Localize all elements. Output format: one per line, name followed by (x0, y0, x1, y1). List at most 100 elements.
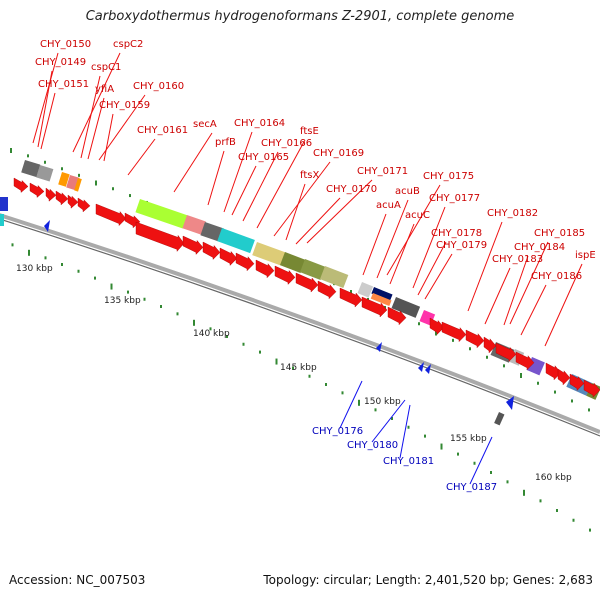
leader-line (467, 221, 503, 312)
leader-line (37, 70, 53, 148)
gc-tick (537, 381, 539, 385)
gene-label[interactable]: acuA (376, 200, 401, 211)
gc-tick (27, 154, 29, 158)
gene-label[interactable]: CHY_0184 (514, 242, 565, 253)
cds-arrow (67, 194, 79, 209)
cds-arrow (339, 287, 363, 308)
cds-arrow (569, 373, 585, 391)
leader-line (285, 183, 306, 241)
gene-label[interactable]: ispE (575, 250, 596, 261)
leader-line (339, 380, 363, 429)
gene-label[interactable]: CHY_0179 (436, 240, 487, 251)
gene-label[interactable]: prfB (215, 137, 236, 148)
scale-label: 145 kbp (280, 363, 317, 373)
gc-tick (226, 335, 228, 338)
reverse-cds-marker (44, 220, 50, 232)
gc-tick (28, 249, 30, 256)
gc-tick (350, 290, 352, 295)
gc-tick (554, 390, 556, 394)
gc-tick (589, 528, 591, 532)
cog-block (279, 252, 306, 273)
gene-label[interactable]: acuC (405, 210, 430, 221)
gene-label[interactable]: CHY_0160 (133, 81, 184, 92)
leader-line (207, 150, 225, 206)
cds-arrow (55, 190, 69, 206)
gene-label[interactable]: ftsX (300, 170, 319, 181)
gc-tick (523, 489, 525, 496)
gene-label[interactable]: CHY_0183 (492, 254, 543, 265)
gene-label[interactable]: CHY_0159 (99, 100, 150, 111)
gene-label[interactable]: CHY_0178 (431, 228, 482, 239)
gene-label[interactable]: CHY_0165 (238, 152, 289, 163)
gene-label[interactable]: CHY_0187 (446, 482, 497, 493)
leader-line (503, 255, 529, 326)
leader-line (223, 131, 253, 213)
leader-line (173, 132, 213, 193)
cog-block (371, 287, 393, 301)
gene-label[interactable]: CHY_0166 (261, 138, 312, 149)
gc-tick (452, 338, 454, 342)
cds-arrow (13, 177, 29, 193)
leader-line (80, 75, 101, 159)
gene-label[interactable]: CHY_0151 (38, 79, 89, 90)
gene-label[interactable]: CHY_0164 (234, 118, 285, 129)
cog-block (0, 214, 4, 226)
gene-label[interactable]: CHY_0175 (423, 171, 474, 182)
gene-label[interactable]: CHY_0161 (137, 125, 188, 136)
cds-arrow (583, 379, 600, 398)
gc-tick (556, 509, 558, 512)
cog-block (74, 177, 82, 192)
leader-line (386, 184, 441, 276)
cds-arrow (515, 351, 535, 371)
leader-line (469, 436, 493, 485)
gene-label[interactable]: CHY_0185 (534, 228, 585, 239)
cog-block (0, 197, 8, 211)
gc-tick (503, 364, 505, 368)
leader-line (362, 213, 387, 276)
cds-arrow (557, 368, 571, 386)
gene-label[interactable]: CHY_0176 (312, 426, 363, 437)
scale-labels: 130 kbp 135 kbp 140 kbp 145 kbp 150 kbp 155 k… (16, 264, 572, 483)
gene-label[interactable]: cspC2 (113, 39, 143, 50)
leader-line (273, 161, 331, 237)
gene-label[interactable]: CHY_0170 (326, 184, 377, 195)
cds-arrow (45, 187, 57, 202)
cds-arrow (545, 362, 562, 381)
gene-label[interactable]: CHY_0180 (347, 440, 398, 451)
gene-label[interactable]: CHY_0150 (40, 39, 91, 50)
gene-label[interactable]: CHY_0181 (383, 456, 434, 467)
gc-tick (308, 374, 311, 378)
gene-label[interactable]: ftsE (300, 126, 319, 137)
leader-line (399, 404, 411, 459)
cds-arrow (202, 241, 221, 260)
leader-line (389, 223, 415, 285)
gc-tick (77, 269, 80, 273)
gene-label[interactable]: CHY_0182 (487, 208, 538, 219)
leader-line (417, 241, 447, 296)
gene-label[interactable]: CHY_0149 (35, 57, 86, 68)
gene-label[interactable]: CHY_0169 (313, 148, 364, 159)
leader-line (295, 197, 341, 245)
gc-tick (391, 417, 393, 420)
gc-tick (110, 283, 113, 290)
gc-tick (44, 160, 46, 164)
gene-label[interactable]: cspC1 (91, 62, 121, 73)
gc-tick (275, 358, 278, 365)
map-title: Carboxydothermus hydrogenoformans Z-2901… (85, 9, 515, 24)
gene-label[interactable]: CHY_0171 (357, 166, 408, 177)
gene-label[interactable]: CHY_0177 (429, 193, 480, 204)
cds-arrow (235, 252, 255, 272)
cog-block (319, 266, 349, 289)
gene-label[interactable]: acuB (395, 186, 420, 197)
gene-label[interactable]: CHY_0186 (531, 271, 582, 282)
genome-backbone-shadow (0, 218, 600, 437)
gc-tick (358, 399, 360, 406)
leader-line (242, 151, 279, 222)
gene-label[interactable]: secA (193, 119, 217, 130)
cds-arrow (29, 182, 45, 198)
cds-arrow (135, 221, 185, 252)
cog-block (357, 282, 374, 298)
gene-label[interactable]: yfiA (95, 84, 114, 95)
cds-arrow (274, 265, 296, 285)
